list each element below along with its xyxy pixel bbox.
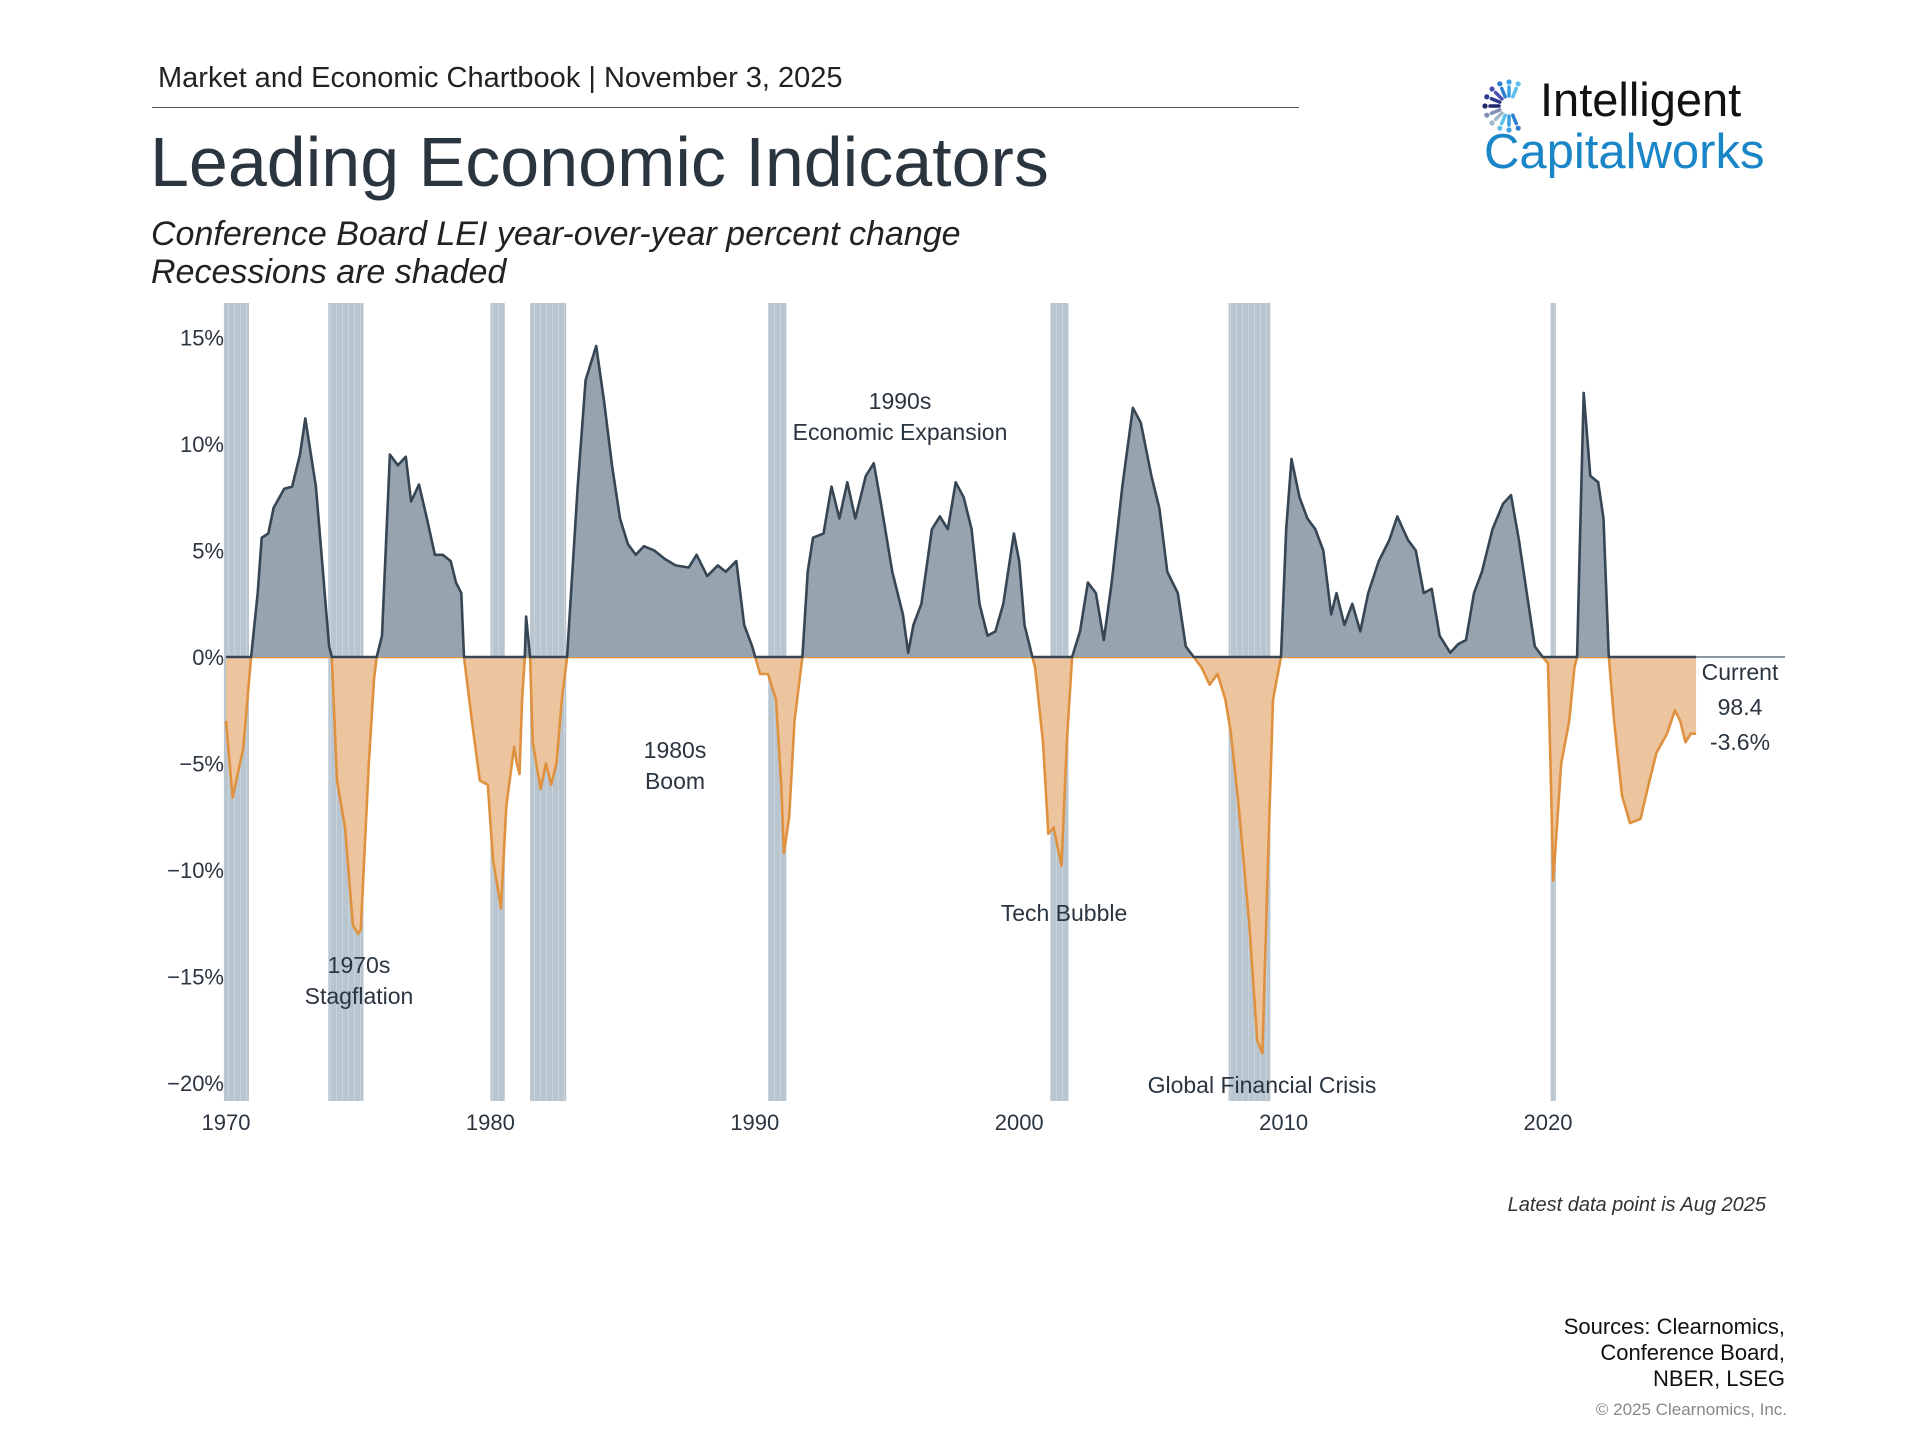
annotation-text: 1980s: [643, 737, 707, 763]
annotation-1980s-boom: 1980s Boom: [644, 735, 707, 797]
y-tick-label: 10%: [180, 432, 224, 457]
logo-ray: [1499, 86, 1507, 99]
x-tick-label: 1990: [730, 1110, 779, 1135]
logo-dot: [1482, 103, 1488, 109]
logo-dot: [1497, 81, 1503, 87]
annotation-text: Economic Expansion: [792, 419, 1008, 445]
logo-dot: [1489, 86, 1495, 92]
y-tick-label: −15%: [167, 965, 224, 990]
logo-ray: [1511, 113, 1519, 126]
subtitle-line-2: Recessions are shaded: [151, 253, 507, 291]
sources: Sources: Clearnomics, Conference Board, …: [1564, 1314, 1785, 1392]
annotation-current-change: -3.6%: [1709, 729, 1771, 755]
x-tick-label: 2020: [1524, 1110, 1573, 1135]
copyright: © 2025 Clearnomics, Inc.: [1595, 1400, 1787, 1419]
header-divider: [152, 107, 1299, 108]
annotation-stagflation: 1970s Stagflation: [305, 950, 414, 1012]
company-logo: Intelligent Capitalworks: [1482, 72, 1782, 187]
logo-ray: [1489, 96, 1502, 104]
source-line: Sources: Clearnomics,: [1563, 1314, 1785, 1339]
annotation-text: Stagflation: [304, 983, 414, 1009]
x-tick-label: 2010: [1259, 1110, 1308, 1135]
x-tick-label: 1980: [466, 1110, 515, 1135]
logo-ray: [1493, 111, 1504, 122]
logo-dot: [1489, 120, 1495, 126]
annotation-text: 1970s: [327, 952, 391, 978]
source-line: Conference Board,: [1600, 1340, 1785, 1365]
y-tick-label: 15%: [180, 326, 224, 351]
y-tick-label: −20%: [167, 1071, 224, 1096]
annotation-text: 1990s: [868, 388, 932, 414]
logo-dot: [1506, 79, 1512, 85]
y-tick-label: −5%: [179, 752, 224, 777]
positive-lei-area: [226, 346, 1697, 657]
annotation-text: Boom: [644, 768, 706, 794]
negative-lei-area: [226, 657, 1697, 1054]
annotation-tech-bubble: Tech Bubble: [1001, 898, 1128, 929]
negative-lei-line: [224, 655, 1697, 1055]
source-line: NBER, LSEG: [1652, 1366, 1785, 1391]
annotation-gfc: Global Financial Crisis: [1148, 1070, 1377, 1101]
logo-dot: [1515, 81, 1521, 87]
annotation-1990s-expansion: 1990s Economic Expansion: [793, 386, 1008, 448]
annotation-current-level: 98.4: [1717, 694, 1763, 720]
logo-ray: [1493, 90, 1504, 101]
x-tick-label: 1970: [202, 1110, 251, 1135]
y-tick-label: −10%: [167, 858, 224, 883]
logo-dot: [1484, 112, 1490, 118]
logo-ray: [1489, 108, 1502, 116]
annotation-text: Tech Bubble: [1000, 900, 1128, 926]
chartbook-header: Market and Economic Chartbook | November…: [158, 62, 843, 94]
logo-text-intelligent: Intelligent: [1540, 73, 1742, 126]
logo-text-capitalworks: Capitalworks: [1484, 125, 1765, 179]
logo-ray: [1499, 113, 1507, 126]
y-tick-label: 5%: [192, 539, 224, 564]
x-tick-label: 2000: [995, 1110, 1044, 1135]
page-title: Leading Economic Indicators: [150, 123, 1049, 201]
subtitle-line-1: Conference Board LEI year-over-year perc…: [151, 215, 961, 253]
annotation-text: Global Financial Crisis: [1147, 1072, 1377, 1098]
latest-data-note: Latest data point is Aug 2025: [1507, 1194, 1766, 1216]
annotation-current: Current 98.4 -3.6%: [1702, 655, 1779, 760]
logo-burst-icon: [1482, 79, 1521, 133]
logo-dot: [1506, 127, 1512, 133]
positive-lei-line: [226, 344, 1697, 659]
logo-dot: [1484, 94, 1490, 100]
logo-dot: [1515, 125, 1521, 131]
logo-dot: [1497, 125, 1503, 131]
y-tick-label: 0%: [192, 645, 224, 670]
annotation-text: Current: [1701, 659, 1779, 685]
logo-ray: [1511, 86, 1519, 99]
